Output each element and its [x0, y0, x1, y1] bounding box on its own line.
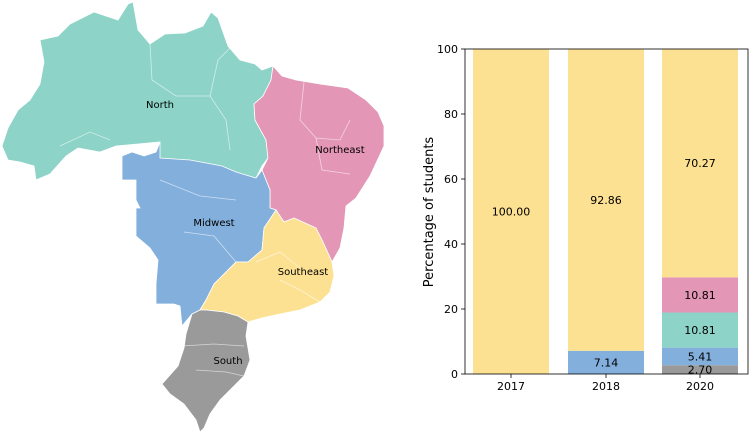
label-southeast: Southeast [278, 267, 329, 278]
y-tick-label-60: 60 [444, 173, 458, 186]
brazil-map: North Northeast Midwest Southeast South [1, 1, 385, 433]
label-south: South [213, 356, 242, 367]
data-label-2018-southeast: 92.86 [590, 194, 622, 207]
state-borders [59, 43, 351, 377]
y-tick-label-20: 20 [444, 303, 458, 316]
stacked-bar-chart: 100.00 7.14 92.86 2.705.41 10.81 10.81 70.27 0… [422, 43, 749, 393]
y-tick-label-80: 80 [444, 108, 458, 121]
label-northeast: Northeast [315, 145, 364, 156]
bar-segment-2020-south [662, 365, 738, 374]
bar-segment-2017-southeast [473, 49, 549, 374]
chart-frame [464, 48, 749, 375]
data-label-2017-southeast: 100.00 [492, 206, 531, 219]
data-label-2018-midwest: 7.14 [594, 356, 619, 369]
y-tick-label-0: 0 [451, 368, 458, 381]
plot-area-frame [464, 48, 749, 375]
bar-segment-2020-southeast [662, 49, 738, 278]
bar-segment-2020-northeast [662, 277, 738, 313]
data-label-2020-south: 2.70 [688, 364, 713, 377]
bar-segment-2020-north [662, 312, 738, 348]
x-axis: 2017 2018 2020 [497, 374, 714, 393]
data-label-2020-southeast: 70.27 [684, 157, 716, 170]
bar-segment-2020-midwest [662, 347, 738, 366]
data-label-2020-midwest: 5.41 [688, 350, 713, 363]
y-axis: 0 20 40 60 80 100 [437, 43, 465, 381]
y-axis-label: Percentage of students [422, 137, 437, 288]
x-tick-label-2017: 2017 [497, 380, 525, 393]
x-tick-label-2018: 2018 [592, 380, 620, 393]
y-tick-label-40: 40 [444, 238, 458, 251]
label-north: North [146, 100, 174, 111]
label-midwest: Midwest [193, 218, 234, 229]
bar-segment-2018-southeast [568, 49, 644, 351]
bar-segment-2018-midwest [568, 350, 644, 374]
x-tick-label-2020: 2020 [686, 380, 714, 393]
bar-labels: 100.00 7.14 92.86 2.705.41 10.81 10.81 70.27 [492, 157, 716, 376]
data-label-2020-northeast: 10.81 [684, 289, 716, 302]
data-label-2020-north: 10.81 [684, 324, 716, 337]
bars [473, 49, 738, 374]
y-tick-label-100: 100 [437, 43, 458, 56]
